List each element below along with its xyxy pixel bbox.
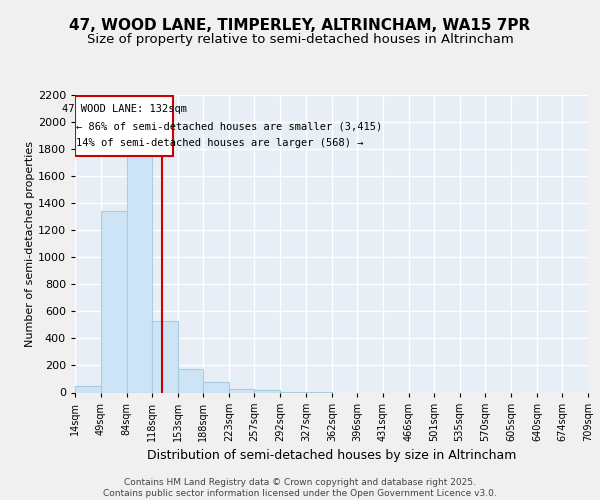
Bar [178, 369, 203, 392]
Bar [127, 150, 152, 392]
Text: 14% of semi-detached houses are larger (568) →: 14% of semi-detached houses are larger (… [76, 138, 364, 148]
Bar [75, 96, 173, 156]
Bar [229, 389, 254, 392]
Bar [254, 390, 280, 392]
Bar [101, 212, 127, 392]
Bar [203, 382, 229, 392]
Text: 47 WOOD LANE: 132sqm: 47 WOOD LANE: 132sqm [62, 104, 187, 114]
Text: Contains HM Land Registry data © Crown copyright and database right 2025.
Contai: Contains HM Land Registry data © Crown c… [103, 478, 497, 498]
Text: Size of property relative to semi-detached houses in Altrincham: Size of property relative to semi-detach… [86, 32, 514, 46]
Text: 47, WOOD LANE, TIMPERLEY, ALTRINCHAM, WA15 7PR: 47, WOOD LANE, TIMPERLEY, ALTRINCHAM, WA… [70, 18, 530, 32]
Y-axis label: Number of semi-detached properties: Number of semi-detached properties [25, 141, 35, 347]
Bar [75, 386, 101, 392]
X-axis label: Distribution of semi-detached houses by size in Altrincham: Distribution of semi-detached houses by … [147, 450, 516, 462]
Bar [152, 321, 178, 392]
Text: ← 86% of semi-detached houses are smaller (3,415): ← 86% of semi-detached houses are smalle… [76, 122, 383, 132]
